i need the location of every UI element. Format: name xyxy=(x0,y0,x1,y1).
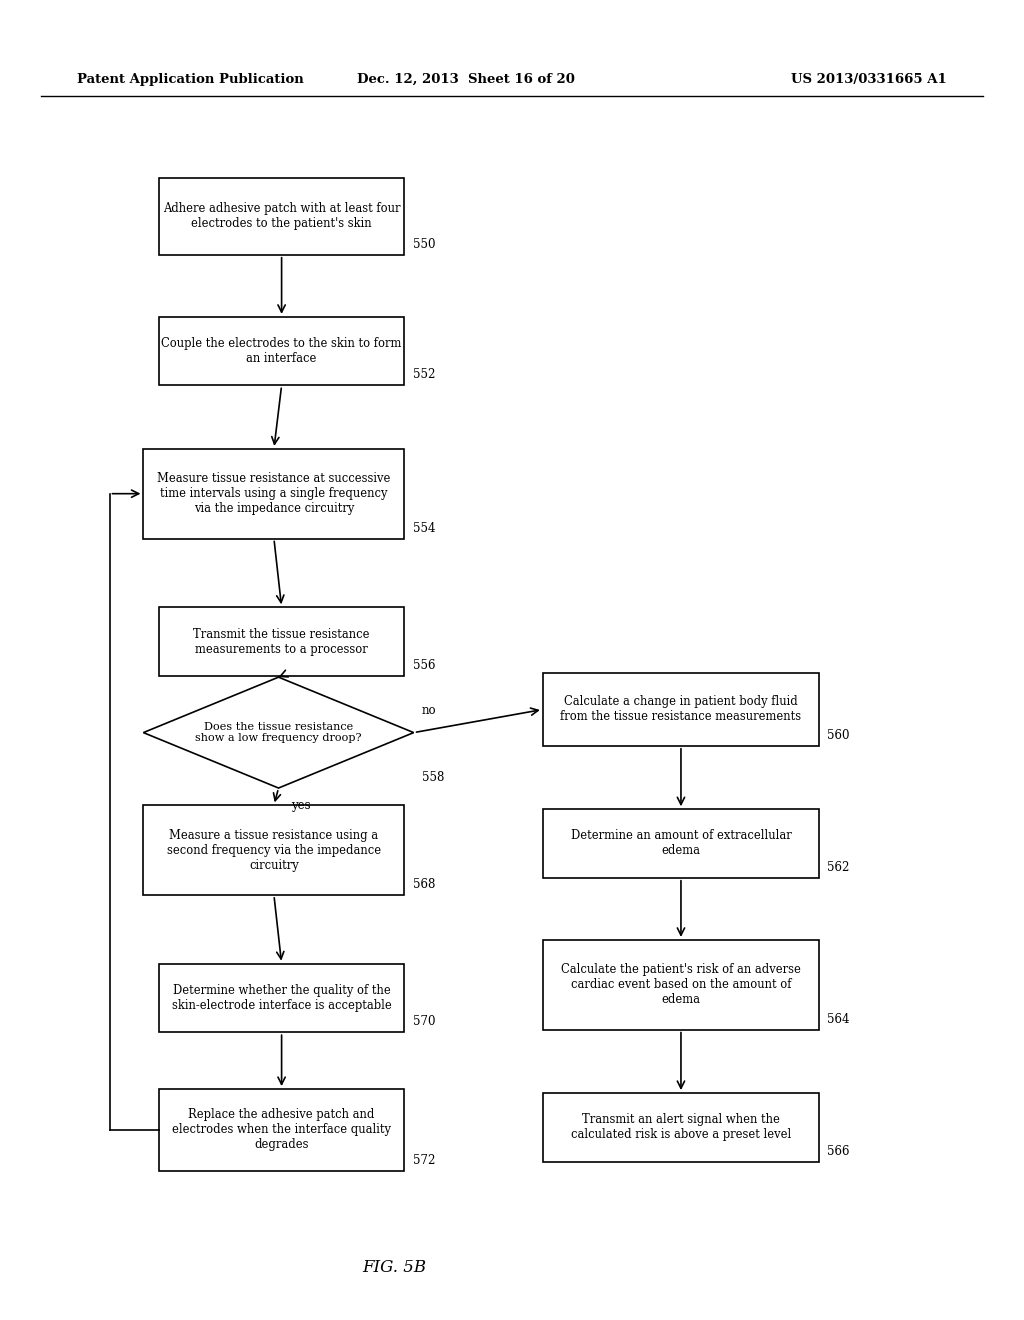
Text: FIG. 5B: FIG. 5B xyxy=(362,1259,426,1275)
Bar xyxy=(543,809,819,878)
Bar xyxy=(143,805,404,895)
Bar xyxy=(159,1089,404,1171)
Bar xyxy=(159,178,404,255)
Text: Determine an amount of extracellular
edema: Determine an amount of extracellular ede… xyxy=(570,829,792,858)
Text: Couple the electrodes to the skin to form
an interface: Couple the electrodes to the skin to for… xyxy=(162,337,401,366)
Text: 556: 556 xyxy=(413,659,435,672)
Text: Calculate a change in patient body fluid
from the tissue resistance measurements: Calculate a change in patient body fluid… xyxy=(560,696,802,723)
Text: 552: 552 xyxy=(413,368,435,381)
Bar xyxy=(159,964,404,1032)
Bar xyxy=(543,940,819,1030)
Bar xyxy=(543,1093,819,1162)
Text: Patent Application Publication: Patent Application Publication xyxy=(77,73,303,86)
Bar xyxy=(143,449,404,539)
Text: 558: 558 xyxy=(422,771,444,784)
Text: 564: 564 xyxy=(827,1012,850,1026)
Text: Transmit an alert signal when the
calculated risk is above a preset level: Transmit an alert signal when the calcul… xyxy=(570,1113,792,1142)
Text: Measure tissue resistance at successive
time intervals using a single frequency
: Measure tissue resistance at successive … xyxy=(158,473,390,515)
Text: Dec. 12, 2013  Sheet 16 of 20: Dec. 12, 2013 Sheet 16 of 20 xyxy=(357,73,574,86)
Text: yes: yes xyxy=(291,799,310,812)
Text: Transmit the tissue resistance
measurements to a processor: Transmit the tissue resistance measureme… xyxy=(194,627,370,656)
Bar xyxy=(159,317,404,385)
Text: 554: 554 xyxy=(413,521,435,535)
Text: 560: 560 xyxy=(827,729,850,742)
Text: 570: 570 xyxy=(413,1015,435,1028)
Text: 572: 572 xyxy=(413,1154,435,1167)
Text: 562: 562 xyxy=(827,861,850,874)
Bar xyxy=(159,607,404,676)
Text: 568: 568 xyxy=(413,878,435,891)
Text: 550: 550 xyxy=(413,238,435,251)
Text: Does the tissue resistance
show a low frequency droop?: Does the tissue resistance show a low fr… xyxy=(196,722,361,743)
Text: Adhere adhesive patch with at least four
electrodes to the patient's skin: Adhere adhesive patch with at least four… xyxy=(163,202,400,231)
Text: Measure a tissue resistance using a
second frequency via the impedance
circuitry: Measure a tissue resistance using a seco… xyxy=(167,829,381,871)
Text: Determine whether the quality of the
skin-electrode interface is acceptable: Determine whether the quality of the ski… xyxy=(172,983,391,1012)
Polygon shape xyxy=(143,677,414,788)
Text: Replace the adhesive patch and
electrodes when the interface quality
degrades: Replace the adhesive patch and electrode… xyxy=(172,1109,391,1151)
Bar xyxy=(543,673,819,746)
Text: 566: 566 xyxy=(827,1144,850,1158)
Text: US 2013/0331665 A1: US 2013/0331665 A1 xyxy=(792,73,947,86)
Text: Calculate the patient's risk of an adverse
cardiac event based on the amount of
: Calculate the patient's risk of an adver… xyxy=(561,964,801,1006)
Text: no: no xyxy=(422,704,436,717)
